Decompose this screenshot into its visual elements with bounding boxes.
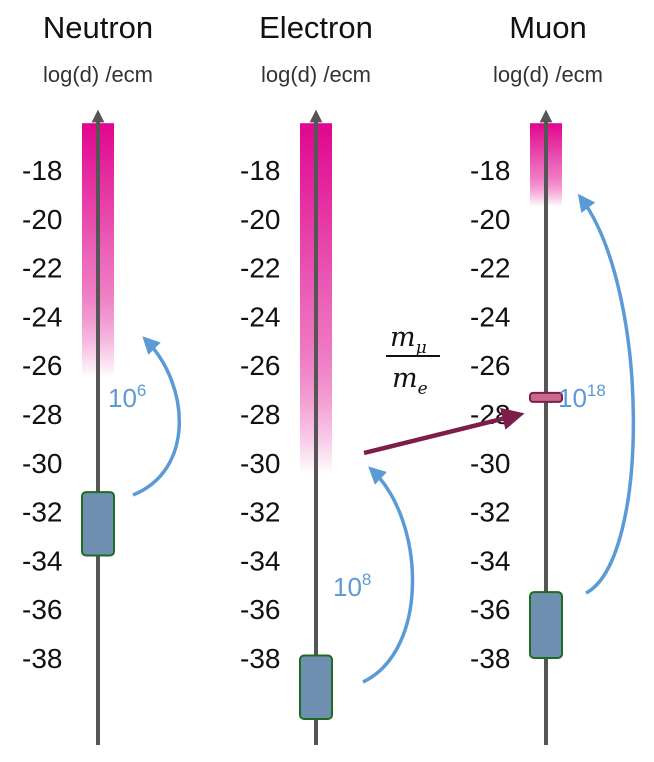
neutron-improvement-curve-arrow [132, 336, 182, 497]
muon-tick-label: -30 [470, 448, 510, 479]
neutron-sensitivity-box [81, 491, 115, 557]
muon-sensitivity-box [529, 591, 563, 659]
electron-improvement-label: 108 [333, 570, 371, 602]
neutron-tick-label: -18 [22, 155, 62, 186]
muon-unit-label: log(d) /ecm [493, 62, 603, 87]
mass-ratio-numerator: mμ [390, 322, 427, 358]
electron-tick-label: -26 [240, 350, 280, 381]
electron-tick-label: -20 [240, 204, 280, 235]
muon-improvement-label: 1018 [558, 381, 606, 413]
electron-tick-label: -36 [240, 594, 280, 625]
neutron-unit-label: log(d) /ecm [43, 62, 153, 87]
neutron-tick-label: -24 [22, 301, 62, 332]
muon-improvement-curve-arrow [577, 193, 636, 595]
electron-title: Electron [259, 10, 373, 45]
electron-tick-label: -30 [240, 448, 280, 479]
electron-tick-label: -38 [240, 643, 280, 674]
neutron-tick-label: -28 [22, 399, 62, 430]
neutron-improvement-label: 106 [108, 381, 146, 413]
muon-tick-label: -34 [470, 545, 510, 576]
muon-tick-label: -36 [470, 594, 510, 625]
muon-tick-label: -20 [470, 204, 510, 235]
muon-tick-label: -18 [470, 155, 510, 186]
mass-ratio-scaling-arrow [363, 407, 525, 456]
neutron-tick-label: -38 [22, 643, 62, 674]
neutron-tick-label: -34 [22, 545, 62, 576]
electron-tick-labels: -18 -20 -22 -24 -26 -28 -30 -32 -34 -36 -38 [240, 155, 280, 674]
neutron-tick-label: -30 [22, 448, 62, 479]
mass-ratio-denominator: me [392, 363, 428, 399]
muon-tick-label: -26 [470, 350, 510, 381]
neutron-tick-label: -22 [22, 253, 62, 284]
electron-tick-label: -22 [240, 253, 280, 284]
muon-tick-label: -32 [470, 497, 510, 528]
muon-tick-label: -24 [470, 301, 510, 332]
electron-tick-label: -24 [240, 301, 280, 332]
electron-improvement-curve-arrow [362, 466, 415, 684]
electron-tick-label: -32 [240, 497, 280, 528]
neutron-title: Neutron [43, 10, 153, 45]
muon-tick-label: -38 [470, 643, 510, 674]
muon-tick-label: -22 [470, 253, 510, 284]
electron-unit-label: log(d) /ecm [261, 62, 371, 87]
electron-tick-label: -18 [240, 155, 280, 186]
electron-sensitivity-box [299, 654, 333, 720]
muon-tick-labels: -18-20-22-24-26-28-30-32-34-36-38 [470, 155, 510, 674]
neutron-tick-labels: -18 -20 -22 -24 -26 -28 -30 -32 -34 -36 -38 [22, 155, 62, 674]
muon-title: Muon [509, 10, 587, 45]
neutron-tick-label: -20 [22, 204, 62, 235]
electron-tick-label: -28 [240, 399, 280, 430]
neutron-tick-label: -36 [22, 594, 62, 625]
neutron-tick-label: -26 [22, 350, 62, 381]
muon-scaled-electron-marker [529, 391, 563, 403]
mass-ratio-fraction: mμ me [386, 322, 440, 399]
electron-tick-label: -34 [240, 545, 280, 576]
neutron-tick-label: -32 [22, 497, 62, 528]
